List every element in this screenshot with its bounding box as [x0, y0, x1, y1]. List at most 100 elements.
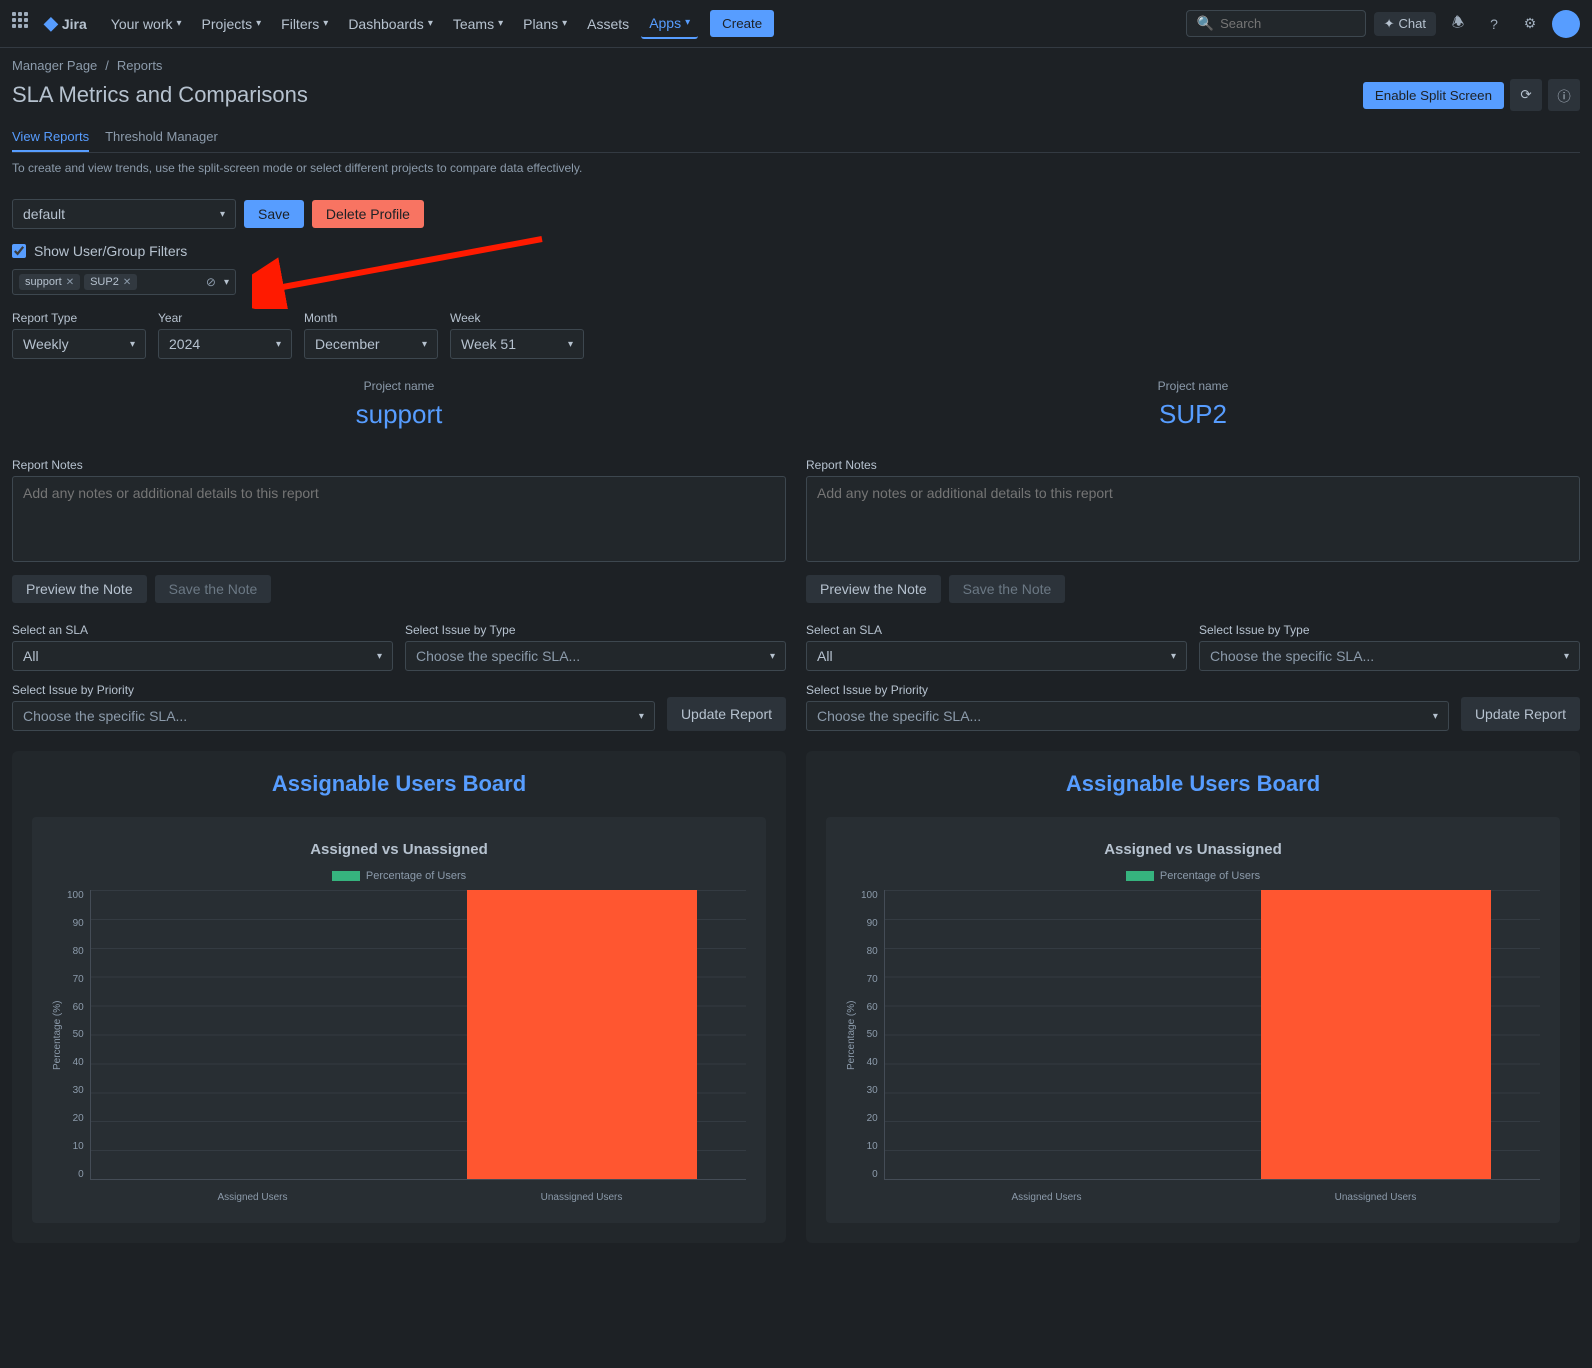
header-actions: Enable Split Screen ⟳ ⓘ: [1363, 79, 1580, 111]
search-input[interactable]: [1220, 16, 1355, 31]
chart-area: Percentage (%) 1009080706050403020100: [846, 890, 1540, 1180]
issue-priority-select[interactable]: Choose the specific SLA...▾: [12, 701, 655, 731]
chart-legend: Percentage of Users: [52, 870, 746, 882]
show-filters-label: Show User/Group Filters: [34, 243, 187, 259]
breadcrumb-reports[interactable]: Reports: [117, 58, 163, 73]
x-labels: Assigned Users Unassigned Users: [882, 1180, 1540, 1203]
chart-title: Assignable Users Board: [32, 771, 766, 797]
y-ticks: 1009080706050403020100: [67, 890, 90, 1180]
tag-support: support✕: [19, 274, 80, 290]
chart-title: Assignable Users Board: [826, 771, 1560, 797]
jira-logo[interactable]: ◆ Jira: [44, 13, 87, 34]
week-select[interactable]: Week 51▾: [450, 329, 584, 359]
chart-legend: Percentage of Users: [846, 870, 1540, 882]
usergroup-tag-input[interactable]: support✕ SUP2✕ ⊘ ▾: [12, 269, 236, 295]
project-name-label: Project name: [12, 379, 786, 393]
jira-icon: ◆: [44, 13, 58, 34]
chart-subtitle: Assigned vs Unassigned: [846, 841, 1540, 858]
save-button[interactable]: Save: [244, 200, 304, 228]
right-column: Project name SUP2 Report Notes Preview t…: [806, 379, 1580, 1243]
priority-row: Select Issue by Priority Choose the spec…: [806, 683, 1580, 731]
filter-row: Report Type Weekly▾ Year 2024▾ Month Dec…: [12, 311, 1580, 359]
delete-profile-button[interactable]: Delete Profile: [312, 200, 424, 228]
avatar[interactable]: [1552, 10, 1580, 38]
preview-note-button[interactable]: Preview the Note: [12, 575, 147, 603]
page-title: SLA Metrics and Comparisons: [12, 82, 308, 108]
report-notes-input[interactable]: [806, 476, 1580, 562]
tag-remove-icon[interactable]: ✕: [66, 277, 74, 288]
chart-card-right: Assignable Users Board Assigned vs Unass…: [806, 751, 1580, 1243]
tab-view-reports[interactable]: View Reports: [12, 123, 89, 152]
page-header: SLA Metrics and Comparisons Enable Split…: [12, 79, 1580, 111]
left-column: Project name support Report Notes Previe…: [12, 379, 786, 1243]
nav-plans[interactable]: Plans▾: [515, 10, 575, 38]
project-name-right: SUP2: [806, 399, 1580, 430]
app-switcher-icon[interactable]: [12, 12, 36, 36]
bar-unassigned: [467, 890, 696, 1179]
enable-split-button[interactable]: Enable Split Screen: [1363, 82, 1504, 109]
note-actions: Preview the Note Save the Note: [806, 575, 1580, 603]
month-group: Month December▾: [304, 311, 438, 359]
search-box[interactable]: 🔍: [1186, 10, 1366, 37]
notifications-icon[interactable]: 🕭: [1444, 10, 1472, 38]
logo-text: Jira: [62, 16, 87, 32]
nav-right: 🔍 ✦Chat 🕭 ? ⚙: [1186, 10, 1580, 38]
breadcrumb-manager[interactable]: Manager Page: [12, 58, 97, 73]
issue-type-group: Select Issue by Type Choose the specific…: [1199, 623, 1580, 671]
settings-icon[interactable]: ⚙: [1516, 10, 1544, 38]
chevron-down-icon[interactable]: ▾: [224, 277, 229, 288]
sla-select[interactable]: All▾: [12, 641, 393, 671]
issue-priority-group: Select Issue by Priority Choose the spec…: [12, 683, 655, 731]
tag-remove-icon[interactable]: ✕: [123, 277, 131, 288]
week-group: Week Week 51▾: [450, 311, 584, 359]
show-filters-checkbox[interactable]: [12, 244, 26, 258]
issue-type-select[interactable]: Choose the specific SLA...▾: [405, 641, 786, 671]
nav-apps[interactable]: Apps▾: [641, 9, 698, 39]
sla-select-group: Select an SLA All▾: [12, 623, 393, 671]
sla-row: Select an SLA All▾ Select Issue by Type …: [12, 623, 786, 671]
year-select[interactable]: 2024▾: [158, 329, 292, 359]
y-axis-label: Percentage (%): [52, 890, 63, 1180]
help-icon[interactable]: ?: [1480, 10, 1508, 38]
chart-plot: [90, 890, 746, 1180]
breadcrumb: Manager Page / Reports: [12, 58, 1580, 73]
issue-type-select[interactable]: Choose the specific SLA...▾: [1199, 641, 1580, 671]
update-report-button[interactable]: Update Report: [667, 697, 786, 731]
nav-projects[interactable]: Projects▾: [194, 10, 270, 38]
priority-row: Select Issue by Priority Choose the spec…: [12, 683, 786, 731]
create-button[interactable]: Create: [710, 10, 774, 37]
search-icon: 🔍: [1197, 15, 1214, 32]
help-text: To create and view trends, use the split…: [12, 161, 1580, 175]
report-notes-label: Report Notes: [12, 458, 786, 472]
clear-tags-icon[interactable]: ⊘: [206, 275, 216, 289]
month-select[interactable]: December▾: [304, 329, 438, 359]
chat-icon: ✦: [1384, 16, 1395, 32]
tabs: View Reports Threshold Manager: [12, 123, 1580, 153]
page: Manager Page / Reports SLA Metrics and C…: [0, 48, 1592, 1253]
report-notes-input[interactable]: [12, 476, 786, 562]
refresh-button[interactable]: ⟳: [1510, 79, 1542, 111]
save-note-button: Save the Note: [155, 575, 272, 603]
preview-note-button[interactable]: Preview the Note: [806, 575, 941, 603]
report-type-select[interactable]: Weekly▾: [12, 329, 146, 359]
chart-card-left: Assignable Users Board Assigned vs Unass…: [12, 751, 786, 1243]
update-report-button[interactable]: Update Report: [1461, 697, 1580, 731]
profile-select[interactable]: default▾: [12, 199, 236, 229]
tab-threshold-manager[interactable]: Threshold Manager: [105, 123, 218, 152]
profile-row: default▾ Save Delete Profile: [12, 199, 1580, 229]
info-button[interactable]: ⓘ: [1548, 79, 1580, 111]
issue-priority-select[interactable]: Choose the specific SLA...▾: [806, 701, 1449, 731]
note-actions: Preview the Note Save the Note: [12, 575, 786, 603]
nav-dashboards[interactable]: Dashboards▾: [340, 10, 441, 38]
annotation-arrow: [252, 229, 552, 309]
issue-priority-group: Select Issue by Priority Choose the spec…: [806, 683, 1449, 731]
nav-filters[interactable]: Filters▾: [273, 10, 336, 38]
sla-select-group: Select an SLA All▾: [806, 623, 1187, 671]
nav-assets[interactable]: Assets: [579, 10, 637, 38]
chat-button[interactable]: ✦Chat: [1374, 12, 1436, 36]
nav-teams[interactable]: Teams▾: [445, 10, 511, 38]
sla-select[interactable]: All▾: [806, 641, 1187, 671]
nav-your-work[interactable]: Your work▾: [103, 10, 190, 38]
compare-container: Project name support Report Notes Previe…: [12, 379, 1580, 1243]
show-filters-row: Show User/Group Filters: [12, 243, 1580, 259]
